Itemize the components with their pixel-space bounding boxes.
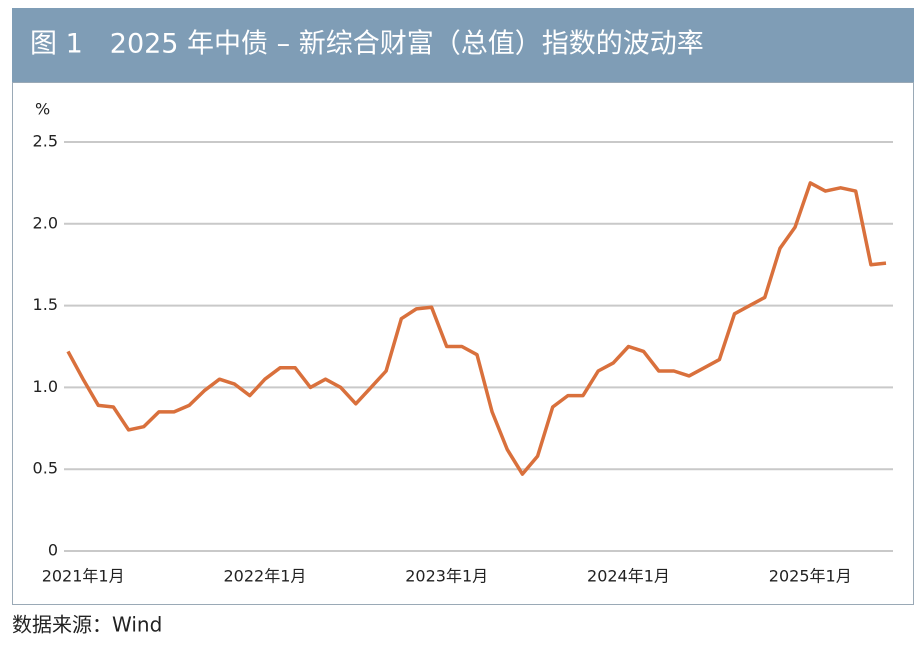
data-line — [66, 181, 887, 476]
y-tick-label: 2.0 — [33, 213, 58, 232]
chart-title: 图 1 2025 年中债 – 新综合财富（总值）指数的波动率 — [30, 29, 704, 60]
y-tick-label: 1.5 — [33, 295, 58, 314]
y-axis-label: % — [35, 100, 50, 119]
x-tick-label: 2021年1月 — [42, 567, 125, 586]
y-tick-label: 0 — [48, 541, 58, 560]
x-tick-label: 2025年1月 — [769, 567, 852, 586]
x-tick-label: 2023年1月 — [405, 567, 488, 586]
y-tick-label: 2.5 — [33, 132, 58, 151]
y-tick-label: 0.5 — [33, 459, 58, 478]
x-tick-label: 2022年1月 — [223, 567, 306, 586]
title-bar — [12, 8, 914, 82]
x-tick-label: 2024年1月 — [587, 567, 670, 586]
y-tick-label: 1.0 — [33, 377, 58, 396]
frame — [12, 82, 914, 605]
source-note: 数据来源：Wind — [12, 613, 162, 637]
